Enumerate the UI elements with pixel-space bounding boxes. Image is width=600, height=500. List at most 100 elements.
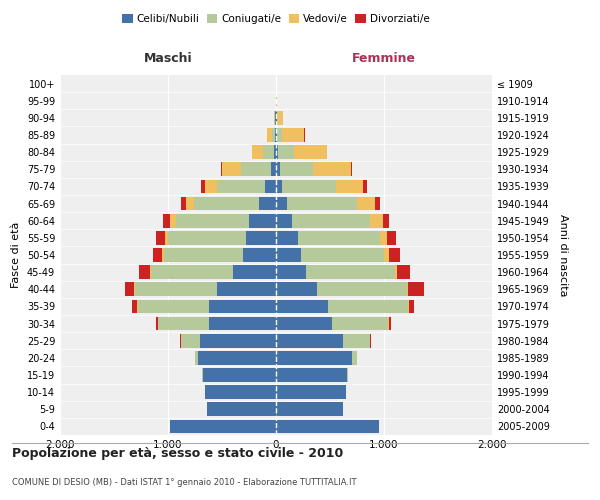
Bar [268, 128, 272, 142]
Bar [138, 300, 209, 314]
Bar [276, 282, 317, 296]
Bar [276, 162, 280, 176]
Bar [277, 128, 283, 142]
Bar [292, 214, 370, 228]
Bar [181, 334, 200, 347]
Bar [383, 214, 389, 228]
Bar [187, 196, 194, 210]
Bar [280, 162, 313, 176]
Bar [278, 111, 283, 124]
Bar [252, 146, 263, 159]
Bar [313, 162, 350, 176]
Bar [151, 266, 233, 279]
Bar [276, 386, 346, 399]
Bar [161, 248, 164, 262]
Bar [408, 282, 424, 296]
Bar [202, 180, 205, 194]
Bar [409, 300, 414, 314]
Bar [283, 128, 304, 142]
Legend: Celibi/Nubili, Coniugati/e, Vedovi/e, Divorziati/e: Celibi/Nubili, Coniugati/e, Vedovi/e, Di… [118, 10, 434, 29]
Bar [156, 316, 158, 330]
Bar [165, 231, 168, 244]
Bar [276, 316, 332, 330]
Bar [301, 248, 384, 262]
Text: Femmine: Femmine [352, 52, 416, 64]
Y-axis label: Anni di nascita: Anni di nascita [558, 214, 568, 296]
Bar [389, 316, 391, 330]
Bar [287, 196, 357, 210]
Bar [168, 231, 246, 244]
Bar [271, 162, 276, 176]
Bar [276, 231, 298, 244]
Bar [278, 146, 295, 159]
Bar [276, 180, 283, 194]
Bar [343, 334, 370, 347]
Bar [198, 351, 276, 364]
Bar [337, 180, 364, 194]
Bar [347, 368, 348, 382]
Bar [276, 196, 287, 210]
Bar [249, 214, 276, 228]
Bar [274, 146, 276, 159]
Bar [246, 231, 276, 244]
Bar [283, 180, 337, 194]
Bar [352, 351, 357, 364]
Bar [158, 316, 209, 330]
Bar [176, 214, 249, 228]
Bar [317, 282, 407, 296]
Bar [408, 300, 409, 314]
Bar [205, 180, 217, 194]
Bar [370, 214, 383, 228]
Bar [233, 266, 276, 279]
Bar [194, 196, 259, 210]
Bar [276, 248, 301, 262]
Bar [125, 282, 134, 296]
Bar [277, 111, 278, 124]
Bar [380, 231, 387, 244]
Text: Maschi: Maschi [143, 52, 193, 64]
Bar [263, 146, 274, 159]
Bar [265, 180, 276, 194]
Bar [276, 214, 292, 228]
Y-axis label: Fasce di età: Fasce di età [11, 222, 21, 288]
Bar [276, 146, 278, 159]
Bar [276, 266, 306, 279]
Bar [259, 196, 276, 210]
Bar [134, 282, 217, 296]
Bar [139, 266, 149, 279]
Bar [207, 402, 276, 416]
Bar [298, 231, 380, 244]
Bar [276, 128, 277, 142]
Bar [332, 316, 388, 330]
Bar [276, 334, 343, 347]
Bar [397, 266, 410, 279]
Bar [170, 214, 176, 228]
Bar [328, 300, 408, 314]
Bar [395, 266, 397, 279]
Bar [350, 162, 352, 176]
Bar [181, 196, 187, 210]
Bar [217, 180, 265, 194]
Bar [242, 248, 276, 262]
Bar [195, 351, 198, 364]
Bar [203, 368, 276, 382]
Bar [209, 316, 276, 330]
Bar [276, 351, 352, 364]
Bar [276, 420, 379, 434]
Bar [276, 402, 343, 416]
Bar [306, 266, 395, 279]
Bar [163, 214, 170, 228]
Bar [357, 196, 376, 210]
Bar [407, 282, 408, 296]
Bar [149, 266, 151, 279]
Bar [200, 334, 276, 347]
Bar [209, 300, 276, 314]
Bar [170, 420, 276, 434]
Bar [384, 248, 389, 262]
Bar [275, 128, 276, 142]
Text: Popolazione per età, sesso e stato civile - 2010: Popolazione per età, sesso e stato civil… [12, 448, 343, 460]
Bar [164, 248, 242, 262]
Bar [132, 300, 137, 314]
Bar [272, 128, 275, 142]
Bar [295, 146, 327, 159]
